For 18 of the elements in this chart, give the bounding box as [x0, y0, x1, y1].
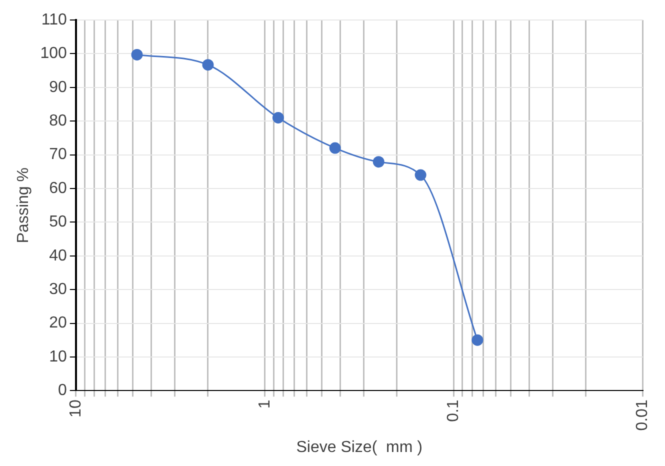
x-axis-title: Sieve Size( mm ) [296, 438, 422, 456]
y-axis-title: Passing % [15, 168, 32, 244]
y-tick-label: 90 [49, 78, 67, 96]
y-tick-label: 70 [49, 146, 67, 164]
y-tick-label: 100 [40, 45, 67, 62]
y-tick-label: 0 [58, 382, 67, 400]
x-tick-label: 10 [67, 400, 84, 418]
y-tick-label: 10 [49, 348, 67, 366]
x-tick-label: 0.01 [634, 400, 652, 431]
y-tick-label: 50 [49, 214, 67, 231]
y-tick-label: 40 [49, 247, 67, 264]
y-tick-label: 60 [49, 180, 67, 197]
x-tick-label: 1 [256, 400, 274, 409]
x-tick-label: 0.1 [445, 400, 462, 422]
y-tick-label: 80 [49, 112, 67, 130]
y-tick-label: 20 [49, 314, 67, 332]
y-tick-label: 30 [49, 280, 67, 298]
y-tick-label: 110 [41, 11, 67, 28]
